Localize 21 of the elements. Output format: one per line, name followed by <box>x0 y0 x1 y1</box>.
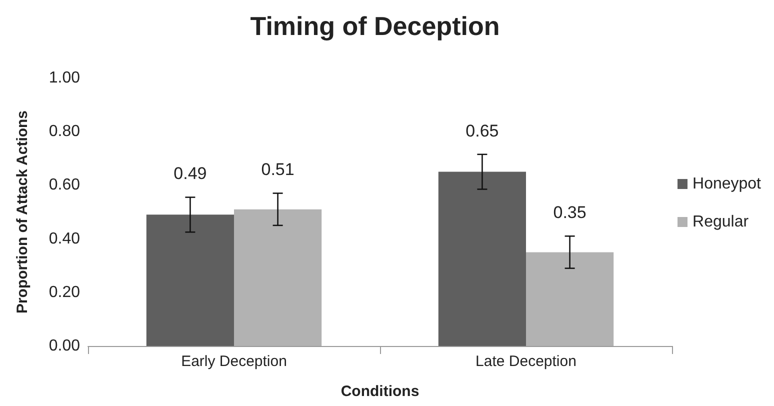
y-tick-label: 0.00 <box>48 338 80 354</box>
y-tick-label: 0.80 <box>48 123 80 140</box>
y-tick-label: 0.40 <box>48 230 80 248</box>
y-tick-label: 1.00 <box>48 70 80 86</box>
bar <box>526 252 614 346</box>
legend-label: Honeypot <box>692 176 762 192</box>
y-tick-label: 0.60 <box>48 176 80 194</box>
bar <box>438 172 526 346</box>
y-tick-label: 0.20 <box>48 284 80 301</box>
bar <box>146 214 234 346</box>
x-tick-label: Early Deception <box>181 353 287 370</box>
data-label: 0.49 <box>174 164 207 184</box>
bar <box>234 209 322 346</box>
data-label: 0.65 <box>466 121 499 140</box>
chart-title: Timing of Deception <box>250 11 500 41</box>
data-label: 0.51 <box>261 160 294 180</box>
x-tick-label: Late Deception <box>476 353 576 370</box>
legend-label: Regular <box>692 214 750 230</box>
data-label: 0.35 <box>553 203 586 222</box>
y-axis-title: Proportion of Attack Actions <box>14 110 31 314</box>
x-axis-title: Conditions <box>340 383 420 400</box>
